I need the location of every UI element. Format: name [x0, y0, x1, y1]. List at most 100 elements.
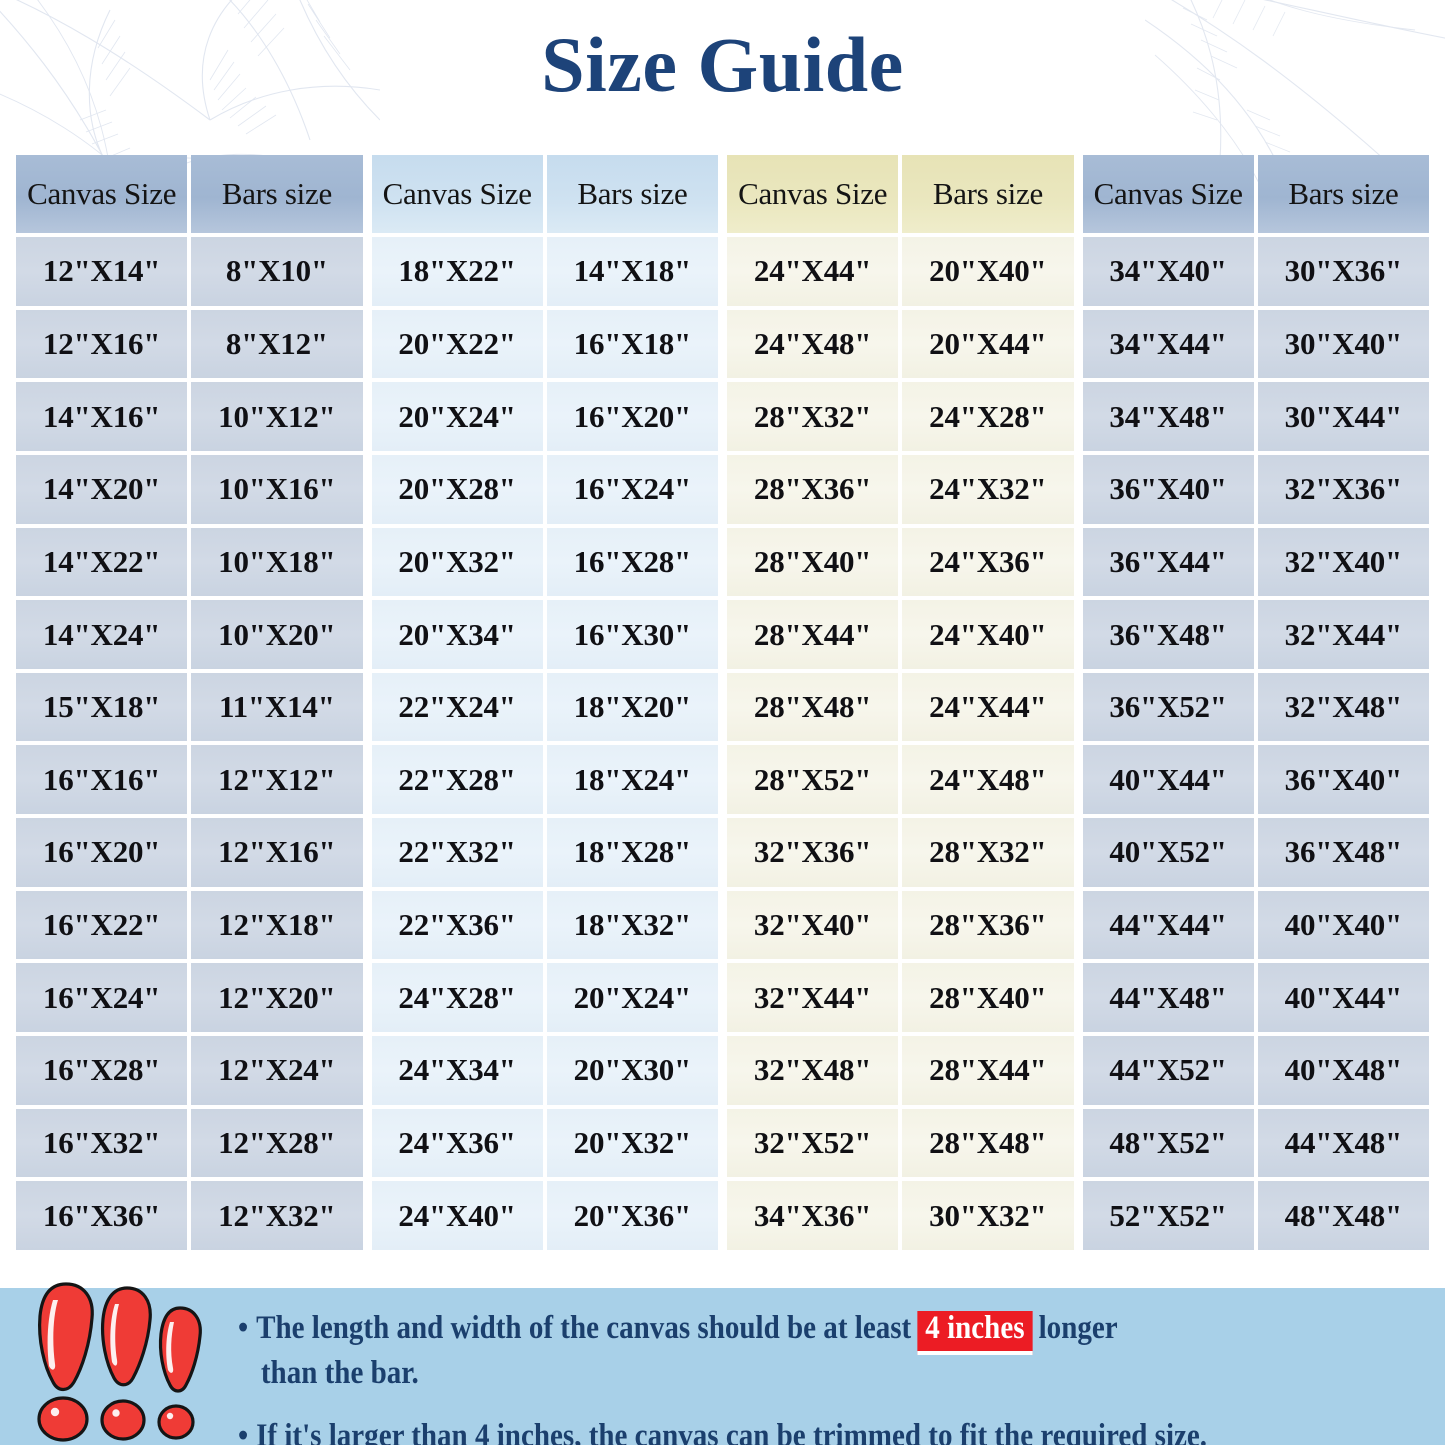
canvas-size-cell: 32"X52" [727, 1108, 899, 1178]
canvas-size-cell: 52"X52" [1082, 1181, 1254, 1250]
table-row: 12"X14" 8"X10" [16, 237, 363, 306]
table-row: 20"X22" 16"X18" [371, 309, 718, 379]
canvas-size-cell: 32"X40" [727, 890, 899, 960]
bars-size-cell: 24"X40" [902, 600, 1074, 669]
table-row: 36"X52" 32"X48" [1082, 672, 1429, 742]
canvas-size-cell: 16"X32" [16, 1108, 188, 1178]
bars-size-cell: 10"X20" [191, 600, 363, 669]
table-row: 20"X24" 16"X20" [371, 382, 718, 451]
canvas-size-cell: 24"X48" [727, 309, 899, 379]
table-row: 14"X22" 10"X18" [16, 527, 363, 597]
canvas-size-cell: 48"X52" [1082, 1108, 1254, 1178]
bars-size-cell: 32"X36" [1257, 454, 1429, 524]
table-row: 28"X52" 24"X48" [727, 745, 1074, 815]
table-row: 28"X32" 24"X28" [727, 382, 1074, 451]
table-row: 32"X40" 28"X36" [727, 890, 1074, 960]
table-row: 36"X48" 32"X44" [1082, 600, 1429, 669]
column-header-bars-size: Bars size [546, 155, 718, 233]
table-row: 16"X20" 12"X16" [16, 818, 363, 887]
canvas-size-cell: 44"X44" [1082, 890, 1254, 960]
table-row: 24"X44" 20"X40" [727, 237, 1074, 306]
canvas-size-cell: 22"X36" [371, 890, 543, 960]
bars-size-cell: 16"X30" [546, 600, 718, 669]
bars-size-cell: 18"X28" [546, 818, 718, 887]
notice-bullet-1-line-2: than the bar. [260, 1354, 419, 1391]
bars-size-cell: 20"X32" [546, 1108, 718, 1178]
canvas-size-cell: 36"X52" [1082, 672, 1254, 742]
table-row: 44"X52" 40"X48" [1082, 1036, 1429, 1105]
column-header-canvas-size: Canvas Size [371, 155, 543, 233]
canvas-size-cell: 28"X44" [727, 600, 899, 669]
table-row: 14"X24" 10"X20" [16, 600, 363, 669]
bars-size-cell: 20"X24" [546, 963, 718, 1033]
table-row: 32"X36" 28"X32" [727, 818, 1074, 887]
table-row: 22"X32" 18"X28" [371, 818, 718, 887]
bars-size-cell: 30"X44" [1257, 382, 1429, 451]
bars-size-cell: 24"X48" [902, 745, 1074, 815]
column-header-canvas-size: Canvas Size [727, 155, 899, 233]
canvas-size-cell: 40"X52" [1082, 818, 1254, 887]
bars-size-cell: 48"X48" [1257, 1181, 1429, 1250]
bars-size-cell: 16"X24" [546, 454, 718, 524]
size-table-4: Canvas Size Bars size 34"X40" 30"X36" 34"X44… [1082, 155, 1429, 1250]
table-header-row: Canvas Size Bars size [16, 155, 363, 233]
table-row: 24"X28" 20"X24" [371, 963, 718, 1033]
bars-size-cell: 44"X48" [1257, 1108, 1429, 1178]
table-row: 34"X44" 30"X40" [1082, 309, 1429, 379]
canvas-size-cell: 24"X28" [371, 963, 543, 1033]
bars-size-cell: 10"X18" [191, 527, 363, 597]
table-row: 28"X44" 24"X40" [727, 600, 1074, 669]
notice-bullet-2: If it's larger than 4 inches, the canvas… [238, 1416, 1295, 1445]
table-row: 16"X24" 12"X20" [16, 963, 363, 1033]
bars-size-cell: 40"X40" [1257, 890, 1429, 960]
canvas-size-cell: 22"X24" [371, 672, 543, 742]
table-row: 16"X22" 12"X18" [16, 890, 363, 960]
table-row: 20"X34" 16"X30" [371, 600, 718, 669]
canvas-size-cell: 16"X22" [16, 890, 188, 960]
table-row: 16"X32" 12"X28" [16, 1108, 363, 1178]
bars-size-cell: 20"X40" [902, 237, 1074, 306]
canvas-size-cell: 12"X16" [16, 309, 188, 379]
column-header-bars-size: Bars size [1257, 155, 1429, 233]
bars-size-cell: 28"X44" [902, 1036, 1074, 1105]
column-header-bars-size: Bars size [902, 155, 1074, 233]
bars-size-cell: 32"X40" [1257, 527, 1429, 597]
bars-size-cell: 36"X48" [1257, 818, 1429, 887]
canvas-size-cell: 14"X20" [16, 454, 188, 524]
table-row: 34"X36" 30"X32" [727, 1181, 1074, 1250]
canvas-size-cell: 44"X48" [1082, 963, 1254, 1033]
canvas-size-cell: 34"X48" [1082, 382, 1254, 451]
table-row: 14"X20" 10"X16" [16, 454, 363, 524]
canvas-size-cell: 20"X32" [371, 527, 543, 597]
table-row: 22"X28" 18"X24" [371, 745, 718, 815]
canvas-size-cell: 12"X14" [16, 237, 188, 306]
table-row: 44"X44" 40"X40" [1082, 890, 1429, 960]
table-row: 44"X48" 40"X44" [1082, 963, 1429, 1033]
canvas-size-cell: 22"X28" [371, 745, 543, 815]
table-row: 36"X40" 32"X36" [1082, 454, 1429, 524]
column-header-canvas-size: Canvas Size [1082, 155, 1254, 233]
table-row: 32"X52" 28"X48" [727, 1108, 1074, 1178]
table-row: 24"X36" 20"X32" [371, 1108, 718, 1178]
bars-size-cell: 32"X44" [1257, 600, 1429, 669]
canvas-size-cell: 36"X48" [1082, 600, 1254, 669]
canvas-size-cell: 34"X36" [727, 1181, 899, 1250]
bars-size-cell: 24"X28" [902, 382, 1074, 451]
size-table-1: Canvas Size Bars size 12"X14" 8"X10" 12"X16"… [16, 155, 363, 1250]
table-row: 16"X36" 12"X32" [16, 1181, 363, 1250]
canvas-size-cell: 16"X20" [16, 818, 188, 887]
bars-size-cell: 30"X32" [902, 1181, 1074, 1250]
canvas-size-cell: 32"X48" [727, 1036, 899, 1105]
bars-size-cell: 14"X18" [546, 237, 718, 306]
canvas-size-cell: 36"X44" [1082, 527, 1254, 597]
notice-bullet-1-part-2: longer [1038, 1310, 1118, 1346]
bars-size-cell: 20"X30" [546, 1036, 718, 1105]
bars-size-cell: 16"X28" [546, 527, 718, 597]
bars-size-cell: 20"X44" [902, 309, 1074, 379]
table-row: 40"X44" 36"X40" [1082, 745, 1429, 815]
canvas-size-cell: 14"X22" [16, 527, 188, 597]
canvas-size-cell: 20"X24" [371, 382, 543, 451]
canvas-size-cell: 28"X36" [727, 454, 899, 524]
table-row: 20"X32" 16"X28" [371, 527, 718, 597]
table-row: 15"X18" 11"X14" [16, 672, 363, 742]
